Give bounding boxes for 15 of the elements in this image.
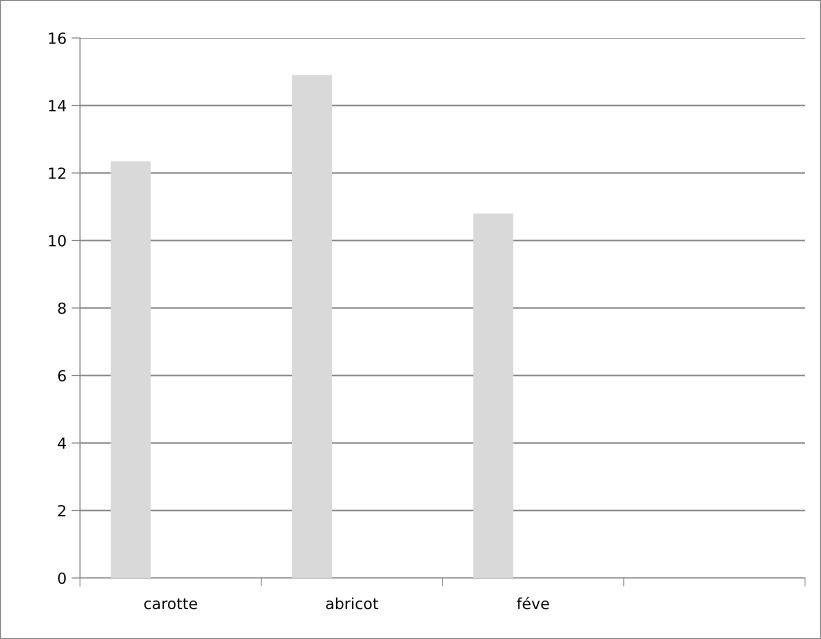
y-tick-label: 16 — [49, 32, 66, 44]
y-tick-label: 6 — [58, 370, 66, 382]
bar — [473, 214, 514, 578]
y-tick-label: 2 — [58, 504, 66, 516]
x-tick-label: abricot — [326, 597, 378, 610]
bar — [292, 75, 332, 578]
y-tick-label: 14 — [49, 100, 66, 112]
y-tick-label: 0 — [58, 572, 66, 584]
x-tick-label: féve — [516, 596, 549, 610]
y-tick-label: 10 — [49, 234, 66, 247]
bar — [110, 161, 151, 578]
y-tick-label: 4 — [58, 438, 66, 449]
y-tick-label: 8 — [58, 302, 66, 314]
y-tick-label: 12 — [49, 167, 66, 179]
x-tick-label: carotte — [144, 598, 198, 610]
